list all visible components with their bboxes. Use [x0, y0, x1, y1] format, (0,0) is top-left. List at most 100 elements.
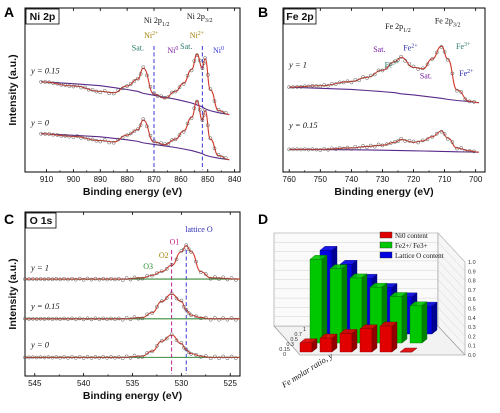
panel-B-data-point: [472, 149, 476, 154]
panel-D-legend-label: Fe2+/ Fe3+: [395, 242, 428, 250]
panel-B-data-point: [291, 85, 295, 90]
panel-A-background-line: [41, 81, 230, 116]
panel-D-gridline: [437, 316, 466, 346]
panel-D-gridline: [437, 260, 466, 291]
panel-C-data-point: [42, 355, 47, 360]
panel-A-data-point: [125, 133, 129, 138]
panel-C-data-point: [27, 355, 31, 360]
panel-A-annotation: Ni 2p3/2: [187, 12, 213, 24]
panel-D-category-label: 0.5: [290, 337, 298, 343]
panel-B-data-point: [368, 143, 373, 148]
panel-C-data-point: [54, 355, 59, 359]
panel-A-data-point: [197, 107, 202, 112]
panel-B-data-point: [341, 146, 346, 151]
panel-A-data-point: [138, 123, 143, 128]
panel-B-data-point: [314, 84, 319, 88]
panel-C-data-point: [97, 355, 102, 360]
panel-B-background-line: [289, 148, 479, 153]
panel-C-data-point: [213, 354, 217, 359]
panel-D-legend-label: Lattice O content: [395, 252, 444, 260]
panel-C-data-point: [34, 355, 39, 360]
panel-B-data-point: [416, 140, 421, 145]
panel-D-bar: [339, 333, 353, 353]
panel-letter-B: B: [258, 4, 268, 20]
panel-B-data-point: [306, 84, 311, 89]
panel-B-data-point: [388, 141, 393, 146]
panel-A-data-point: [43, 80, 48, 84]
panel-C-data-point: [50, 355, 55, 360]
panel-A-data-point: [67, 134, 72, 139]
panel-C-data-point: [229, 316, 234, 320]
panel-C-data-point: [159, 299, 164, 303]
panel-C-data-point: [208, 356, 213, 361]
panel-B-data-point: [442, 132, 447, 136]
panel-A-data-point: [83, 85, 87, 90]
panel-C-series-label: y = 1: [30, 262, 49, 272]
panel-C-data-point: [194, 352, 198, 357]
panel-B-data-point: [380, 143, 385, 148]
panel-C-data-point: [27, 277, 31, 281]
panel-D-bar-top: [369, 283, 388, 288]
panel-A-data-point: [170, 90, 174, 95]
panel-B-data-point: [393, 59, 397, 64]
panel-B-xtick-label: 700: [469, 175, 483, 184]
panel-C-data-point: [213, 316, 217, 320]
panel-A-data-point: [192, 106, 197, 111]
panel-A-xtick-label: 900: [67, 175, 81, 184]
panel-C-data-point: [93, 355, 98, 359]
panel-C-title-box: [25, 212, 57, 229]
panel-C-data-point: [27, 317, 31, 321]
panel-B-data-point: [450, 140, 455, 144]
panel-C-data-point: [62, 276, 66, 281]
panel-C-data-point: [233, 317, 238, 322]
panel-A-xtick-label: 910: [40, 175, 54, 184]
panel-B-data-point: [337, 80, 342, 85]
panel-A-data-point: [159, 94, 164, 99]
panel-C-data-point: [229, 354, 234, 359]
panel-B-xtick-label: 730: [376, 175, 390, 184]
panel-A-data-point: [47, 132, 52, 136]
panel-C-data-point: [38, 316, 43, 321]
panel-B-xlabel: Binding energy (eV): [334, 186, 433, 198]
panel-A-background-line: [41, 133, 230, 161]
panel-C-data-point: [50, 317, 55, 321]
panel-B-data-point: [445, 137, 450, 141]
panel-A-data-point: [116, 137, 121, 142]
panel-C-data-point: [42, 277, 47, 282]
panel-D-category-label: 0.7: [294, 332, 302, 338]
panel-A-data-point: [136, 127, 140, 132]
panel-C-data-point: [136, 355, 141, 359]
panel-C-ylabel: Intensity (a.u.): [7, 258, 19, 329]
panel-C-data-point: [46, 277, 51, 281]
panel-A-data-point: [86, 137, 91, 142]
panel-C-data-point: [58, 317, 63, 322]
panel-B-data-point: [399, 54, 403, 59]
panel-A-data-point: [200, 118, 205, 123]
panel-D-ztick-label: 1.0: [468, 260, 476, 266]
panel-D-ztick-label: 0.7: [468, 288, 476, 294]
panel-D-bar-top: [339, 260, 358, 265]
panel-A-data-point: [102, 138, 107, 142]
panel-C-data-point: [217, 356, 221, 361]
panel-C-data-point: [145, 273, 150, 278]
panel-A-data-point: [185, 121, 190, 126]
panel-A-data-point: [47, 80, 52, 85]
panel-C-data-point: [97, 317, 102, 322]
panel-D-bar: [319, 337, 333, 353]
panel-A-data-point: [181, 129, 186, 134]
panel-D-category-label: 0: [283, 352, 286, 358]
panel-C-data-point: [77, 355, 82, 359]
panel-C-data-point: [189, 313, 193, 318]
panel-C-title: O 1s: [30, 215, 53, 227]
panel-A-data-point: [71, 135, 76, 139]
panel-B-data-point: [287, 85, 292, 90]
panel-B-data-point: [357, 146, 361, 150]
panel-A-data-point: [128, 82, 133, 86]
panel-D-bar-side: [431, 301, 438, 335]
panel-A-data-point: [79, 135, 83, 140]
panel-A-data-point: [79, 85, 83, 90]
panel-A-data-point: [75, 134, 80, 138]
panel-D-ztick-label: 0.3: [468, 325, 476, 331]
panel-A-data-point: [152, 139, 156, 143]
panel-A-data-point: [200, 66, 205, 71]
